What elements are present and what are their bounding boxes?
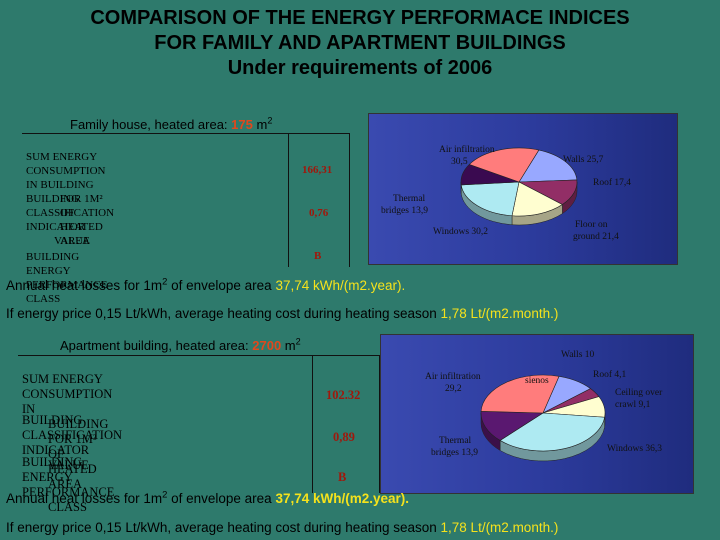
family-row-2-label-line-1: BUILDING CLASSIFICATION INDICATOR — [26, 193, 115, 233]
apartment-row-3-value: B — [338, 470, 347, 484]
apartment-row-2-label: BUILDING CLASSIFICATION INDICATOR VALUE — [22, 413, 122, 473]
apartment-note1-sup: 2 — [162, 489, 168, 501]
family-pie-slices — [460, 147, 578, 226]
family-label-windows: Windows 30,2 — [433, 227, 488, 237]
family-row-3-value: B — [314, 250, 322, 262]
family-heading-area: 175 — [231, 117, 253, 132]
family-pie-slice-6 — [468, 147, 540, 183]
family-note2-prefix: If energy price 0,15 Lt/kWh, average hea… — [6, 306, 441, 321]
apartment-label-roof: Roof 4,1 — [593, 369, 627, 380]
apartment-heading-sup: 2 — [295, 336, 301, 347]
apartment-table-divider — [312, 355, 313, 493]
apartment-table-top-line — [18, 355, 380, 356]
family-heading: Family house, heated area: 175 m2 — [70, 115, 273, 132]
family-note-heating-cost: If energy price 0,15 Lt/kWh, average hea… — [6, 306, 558, 321]
family-row-3-label-line-1: BUILDING ENERGY PERFORMANCE CLASS — [26, 251, 108, 305]
apartment-note1-prefix: Annual heat losses for 1m — [6, 491, 163, 506]
family-row-1-value: 166,31 — [302, 164, 333, 176]
family-note1-mid: of envelope area — [167, 278, 276, 293]
apartment-row-2-label-line-2: VALUE — [48, 458, 89, 472]
family-label-thermal-line-2: bridges 13,9 — [381, 206, 428, 216]
family-label-air-line-1: Air infiltration — [439, 144, 495, 155]
family-row-2-label-line-2: VALUE — [54, 235, 90, 247]
apartment-note-heat-losses: Annual heat losses for 1m2 of envelope a… — [6, 489, 410, 506]
apartment-note1-value: 37,74 kWh/(m2.year). — [275, 491, 410, 506]
family-note1-value: 37,74 kWh/(m2.year). — [275, 278, 406, 293]
title-line-1: COMPARISON OF THE ENERGY PERFORMACE INDI… — [90, 7, 630, 29]
family-table-divider — [288, 133, 289, 267]
page-title: COMPARISON OF THE ENERGY PERFORMACE INDI… — [0, 6, 720, 81]
apartment-note2-value: 1,78 Lt/(m2.month.) — [440, 520, 559, 535]
family-row-2-label: BUILDING CLASSIFICATION INDICATOR VALUE — [26, 192, 114, 248]
title-line-2: FOR FAMILY AND APARTMENT BUILDINGS — [154, 32, 566, 54]
apartment-pie-slices — [480, 374, 606, 462]
apartment-row-3-label-line-2: CLASS — [48, 500, 87, 514]
family-pie-slice-3 — [511, 181, 564, 217]
apartment-heading-unit: m — [281, 338, 296, 353]
apartment-heading: Apartment building, heated area: 2700 m2 — [60, 336, 301, 353]
apartment-label-air-line-2: 29,2 — [445, 384, 462, 394]
apartment-note1-mid: of envelope area — [167, 491, 276, 506]
apartment-row-2-label-line-1: BUILDING CLASSIFICATION INDICATOR — [22, 413, 123, 457]
family-row-2-value: 0,76 — [309, 207, 329, 219]
apartment-pie-svg: Walls 10 Air infiltration 29,2 sienos Ro… — [381, 335, 693, 493]
family-label-air-line-2: 30,5 — [451, 157, 468, 167]
family-heading-prefix: Family house, heated area: — [70, 117, 232, 132]
apartment-row-2-value: 0,89 — [333, 430, 355, 444]
apartment-label-thermal-line-1: Thermal — [439, 436, 472, 446]
family-pie-slice-1 — [518, 149, 578, 183]
apartment-label-windows: Windows 36,3 — [607, 444, 662, 454]
family-table-top-line — [22, 133, 350, 134]
family-pie-slice-4 — [460, 181, 520, 217]
family-label-roof: Roof 17,4 — [593, 177, 631, 188]
apartment-label-walls: Walls 10 — [561, 350, 595, 360]
family-pie-chart: Air infiltration 30,5 Walls 25,7 Roof 17… — [368, 113, 678, 265]
apartment-pie-slice-5 — [480, 411, 544, 441]
family-pie-svg: Air infiltration 30,5 Walls 25,7 Roof 17… — [369, 114, 677, 264]
apartment-label-ceiling-line-1: Ceiling over — [615, 388, 663, 398]
apartment-row-1-label-line-1: SUM ENERGY CONSUMPTION IN — [22, 372, 113, 416]
family-label-floor-line-1: Floor on — [575, 220, 608, 230]
apartment-row-3-label-line-1: BUILDING ENERGY PERFORMANCE — [22, 455, 115, 499]
title-line-3: Under requirements of 2006 — [227, 57, 493, 79]
family-row-1-label-line-1: SUM ENERGY CONSUMPTION IN BUILDING — [26, 151, 106, 191]
family-label-thermal-line-1: Thermal — [393, 194, 426, 204]
apartment-row-1-label-line-2: BUILDING FOR 1M² OF HEATED AREA — [48, 417, 109, 491]
family-heading-unit: m — [252, 117, 268, 132]
family-row-1-label: SUM ENERGY CONSUMPTION IN BUILDING FOR 1… — [26, 150, 105, 248]
family-row-3-label: BUILDING ENERGY PERFORMANCE CLASS — [26, 250, 107, 306]
family-heading-sup: 2 — [267, 115, 273, 126]
apartment-heading-prefix: Apartment building, heated area: — [60, 338, 253, 353]
apartment-note-heating-cost: If energy price 0,15 Lt/kWh, average hea… — [6, 520, 558, 535]
family-row-1-label-line-2: FOR 1M² OF HEATED AREA — [60, 193, 103, 247]
apartment-label-sienos: sienos — [525, 376, 549, 386]
apartment-heading-area: 2700 — [252, 338, 282, 353]
apartment-pie-chart: Walls 10 Air infiltration 29,2 sienos Ro… — [380, 334, 694, 494]
apartment-note2-prefix: If energy price 0,15 Lt/kWh, average hea… — [6, 520, 441, 535]
family-table-right-line — [349, 133, 350, 267]
family-note2-value: 1,78 Lt/(m2.month.) — [440, 306, 559, 321]
apartment-table-right-line — [379, 355, 380, 493]
family-label-floor-line-2: ground 21,4 — [573, 232, 619, 242]
apartment-label-air-line-1: Air infiltration — [425, 371, 481, 382]
apartment-label-thermal-line-2: bridges 13,9 — [431, 448, 478, 458]
apartment-row-3-label: BUILDING ENERGY PERFORMANCE CLASS — [22, 455, 114, 515]
family-label-walls: Walls 25,7 — [563, 155, 604, 165]
apartment-row-1-label: SUM ENERGY CONSUMPTION IN BUILDING FOR 1… — [22, 372, 112, 492]
apartment-pie-slice-6 — [480, 374, 560, 414]
apartment-pie-slice-4 — [499, 412, 605, 452]
apartment-row-1-value: 102.32 — [326, 388, 361, 402]
family-note-heat-losses: Annual heat losses for 1m2 of envelope a… — [6, 276, 406, 293]
apartment-label-ceiling-line-2: crawl 9,1 — [615, 400, 651, 410]
family-note1-sup: 2 — [162, 276, 168, 288]
family-note1-prefix: Annual heat losses for 1m — [6, 278, 163, 293]
